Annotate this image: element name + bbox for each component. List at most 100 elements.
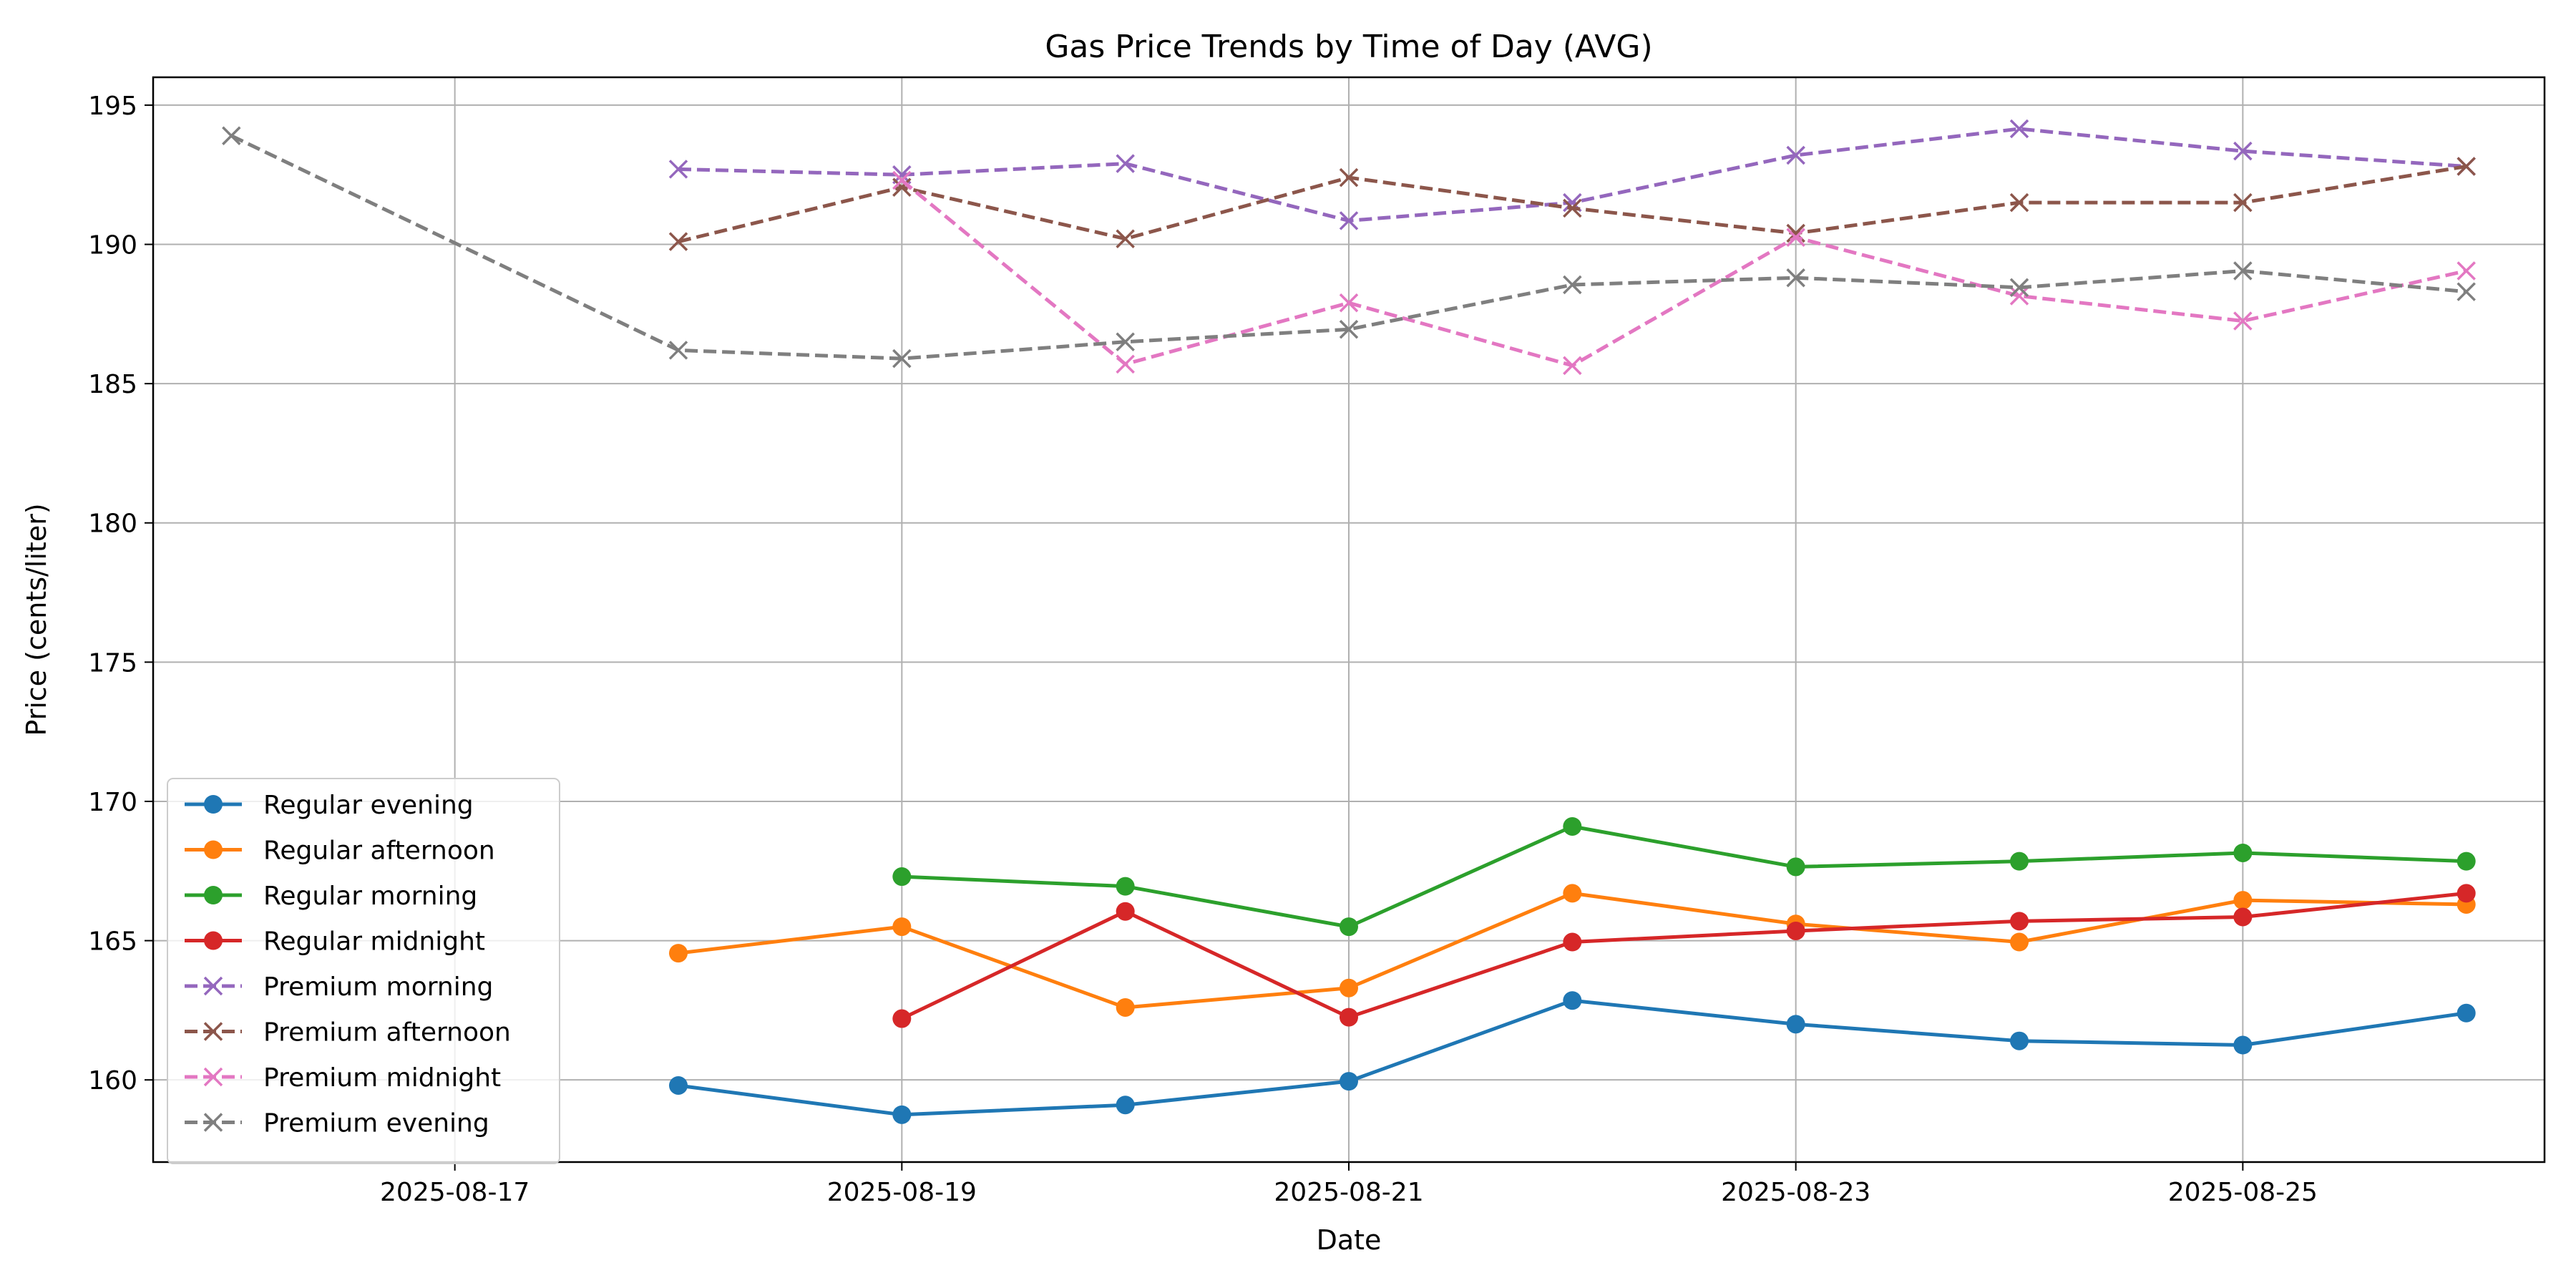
y-tick-label: 175 <box>88 648 137 678</box>
x-tick-label: 2025-08-25 <box>2168 1178 2318 1207</box>
data-point-premium-evening <box>2009 278 2029 298</box>
data-point-regular-evening <box>1340 1072 1358 1091</box>
data-point-regular-evening <box>892 1105 912 1124</box>
legend-marker-premium-morning <box>203 976 223 996</box>
data-point-regular-evening <box>2233 1035 2253 1055</box>
data-point-regular-afternoon <box>892 917 912 937</box>
data-point-regular-evening <box>1116 1096 1135 1115</box>
legend-label-premium-morning: Premium morning <box>263 972 493 1002</box>
legend-box <box>167 778 560 1164</box>
legend-label-premium-midnight: Premium midnight <box>263 1063 501 1093</box>
series-premium-afternoon <box>668 157 2476 251</box>
data-point-regular-afternoon <box>1116 997 1135 1017</box>
series-premium-evening <box>222 126 2476 369</box>
data-point-premium-midnight <box>892 170 912 190</box>
data-point-regular-midnight <box>1116 902 1135 921</box>
data-point-regular-afternoon <box>2233 891 2253 910</box>
data-point-premium-midnight <box>1786 228 1805 248</box>
data-point-premium-afternoon <box>2457 157 2476 176</box>
data-point-regular-midnight <box>2010 912 2029 931</box>
data-point-regular-afternoon <box>1563 884 1582 903</box>
data-point-regular-afternoon <box>2010 932 2029 952</box>
series-line-premium-evening <box>230 134 2467 361</box>
data-point-regular-morning <box>2457 852 2476 871</box>
data-point-premium-afternoon <box>668 232 688 251</box>
legend: Regular evening Regular afternoon Regular … <box>167 778 560 1164</box>
data-point-premium-afternoon <box>2009 192 2029 213</box>
axis-ticks: 2025-08-17 2025-08-19 2025-08-21 2025-08-23… <box>88 92 2318 1207</box>
data-point-regular-evening <box>1563 991 1582 1010</box>
data-point-premium-midnight <box>1116 354 1135 374</box>
legend-label-premium-evening: Premium evening <box>263 1109 489 1138</box>
data-point-regular-midnight <box>892 1009 912 1028</box>
legend-label-regular-afternoon: Regular afternoon <box>263 836 495 866</box>
data-point-premium-morning <box>1786 145 1805 165</box>
data-point-regular-morning <box>2233 843 2253 862</box>
data-point-premium-evening <box>2457 282 2476 301</box>
data-point-premium-morning <box>1116 154 1135 173</box>
data-point-regular-afternoon <box>1340 978 1358 997</box>
x-axis-label: Date <box>1317 1224 1382 1256</box>
data-point-regular-evening <box>2457 1003 2476 1023</box>
data-point-regular-evening <box>668 1075 688 1095</box>
y-tick-label: 180 <box>88 509 137 539</box>
data-point-premium-midnight <box>2457 261 2476 280</box>
data-point-regular-evening <box>1786 1015 1805 1034</box>
legend-marker-regular-midnight <box>204 931 223 950</box>
data-point-regular-midnight <box>2233 907 2253 927</box>
y-tick-label: 185 <box>88 370 137 399</box>
data-point-premium-afternoon <box>2233 192 2253 213</box>
series-regular-morning <box>892 816 2476 937</box>
data-point-premium-evening <box>892 348 912 369</box>
data-point-premium-afternoon <box>1339 167 1359 187</box>
series-line-regular-morning <box>902 824 2467 929</box>
data-point-regular-morning <box>1786 857 1805 877</box>
data-point-premium-morning <box>668 160 688 179</box>
y-tick-label: 190 <box>88 231 137 260</box>
chart-title: Gas Price Trends by Time of Day (AVG) <box>1045 29 1652 65</box>
data-point-regular-midnight <box>1563 932 1582 952</box>
legend-marker-regular-morning <box>204 886 223 904</box>
legend-label-regular-midnight: Regular midnight <box>263 927 485 957</box>
y-tick-label: 165 <box>88 927 137 957</box>
data-point-premium-morning <box>2233 141 2253 161</box>
series-line-regular-midnight <box>901 891 2467 1020</box>
data-point-regular-midnight <box>1786 921 1805 940</box>
legend-marker-premium-midnight <box>203 1067 223 1087</box>
series-layer <box>222 119 2476 1124</box>
data-point-premium-midnight <box>1563 356 1582 376</box>
legend-label-premium-afternoon: Premium afternoon <box>263 1018 511 1048</box>
legend-label-regular-evening: Regular evening <box>263 791 474 820</box>
legend-marker-regular-evening <box>204 795 223 814</box>
data-point-premium-evening <box>2233 261 2253 280</box>
data-point-premium-evening <box>668 341 688 360</box>
data-point-premium-midnight <box>2233 311 2253 331</box>
data-point-premium-afternoon <box>1116 229 1135 248</box>
data-point-premium-evening <box>222 126 241 145</box>
data-point-premium-midnight <box>2009 286 2029 306</box>
y-tick-label: 195 <box>88 92 137 121</box>
data-point-regular-morning <box>1340 917 1358 937</box>
data-point-regular-afternoon <box>668 944 688 963</box>
y-axis-label: Price (cents/liter) <box>21 503 52 736</box>
data-point-premium-evening <box>1563 275 1582 295</box>
data-point-regular-morning <box>1116 877 1135 896</box>
data-point-regular-morning <box>2010 852 2029 871</box>
data-point-regular-morning <box>892 867 912 887</box>
series-line-premium-midnight <box>900 179 2467 368</box>
data-point-premium-midnight <box>1339 293 1359 313</box>
y-tick-label: 170 <box>88 788 137 817</box>
legend-marker-premium-afternoon <box>203 1022 223 1041</box>
legend-label-regular-morning: Regular morning <box>263 882 477 911</box>
series-premium-midnight <box>892 170 2476 376</box>
data-point-regular-midnight <box>2457 884 2476 903</box>
legend-marker-premium-evening <box>203 1113 223 1132</box>
series-regular-evening <box>668 991 2476 1124</box>
data-point-premium-morning <box>2009 119 2029 139</box>
x-tick-label: 2025-08-17 <box>380 1178 530 1207</box>
legend-marker-regular-afternoon <box>204 840 223 859</box>
data-point-premium-evening <box>1339 320 1359 339</box>
data-point-regular-evening <box>2010 1031 2029 1050</box>
data-point-premium-afternoon <box>892 177 912 197</box>
